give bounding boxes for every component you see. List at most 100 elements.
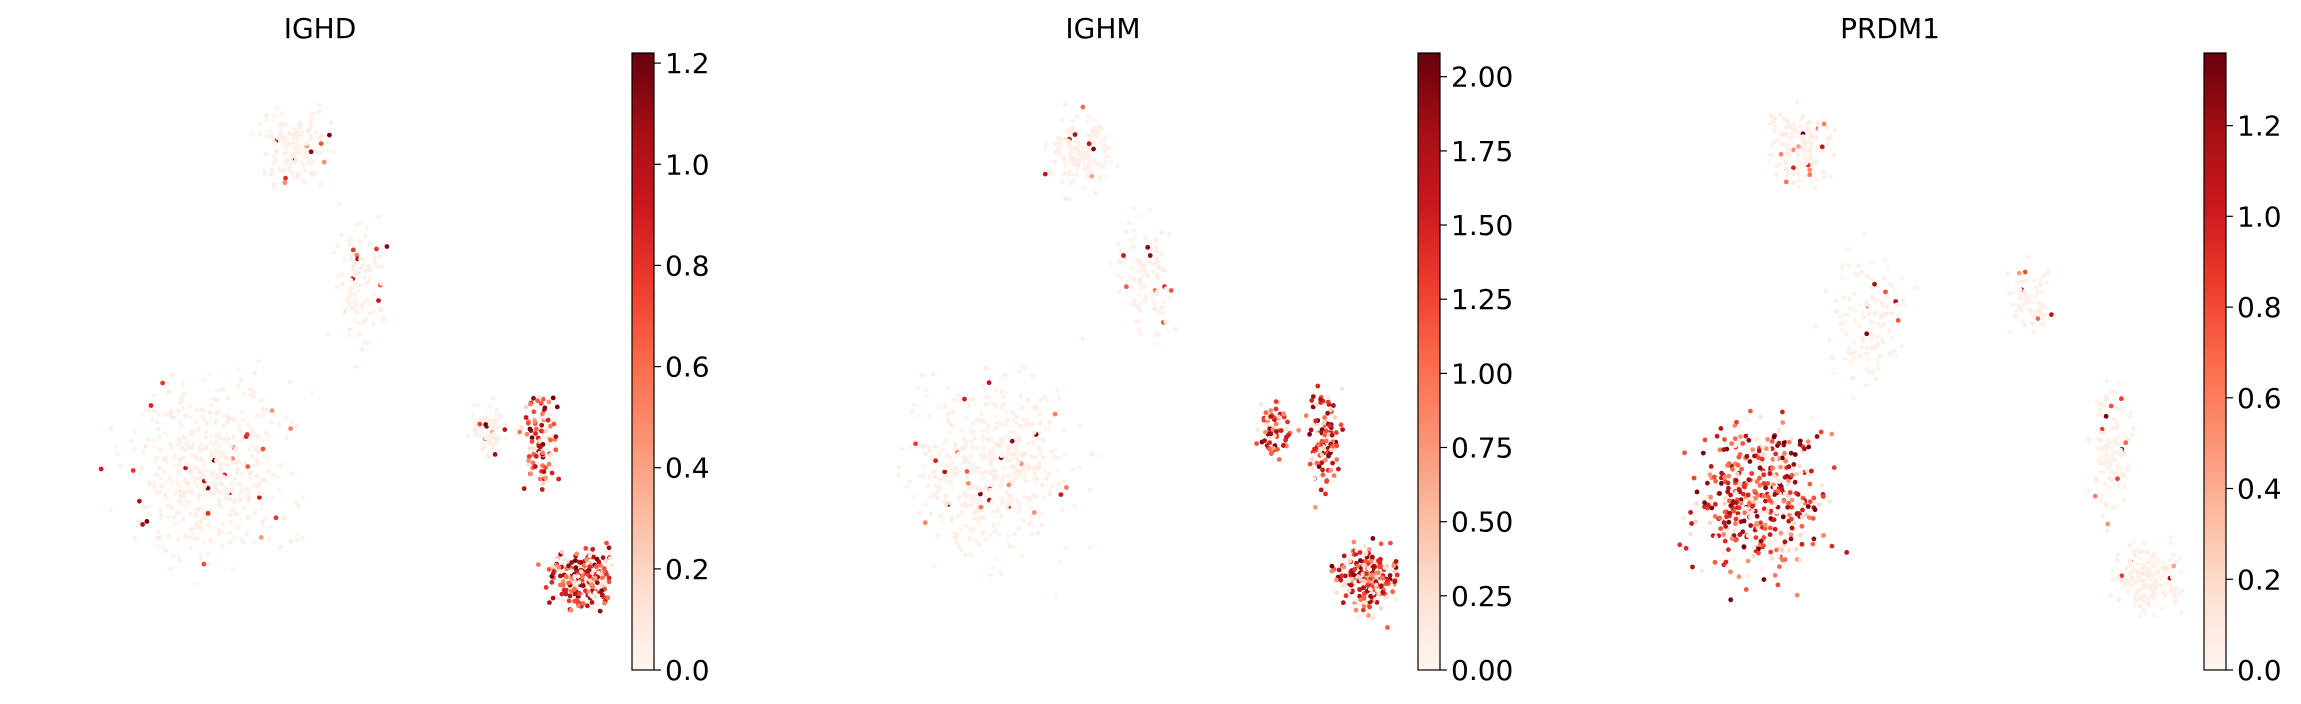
cell-point [259, 520, 265, 525]
cell-point [1363, 558, 1369, 564]
cell-point [964, 469, 970, 474]
cell-point [1021, 417, 1026, 422]
cell-point [204, 421, 210, 426]
cell-point [2168, 535, 2174, 540]
cell-point [2104, 452, 2109, 458]
cell-point [971, 434, 977, 439]
cell-point [540, 442, 546, 447]
cell-point [1807, 167, 1813, 173]
cell-point [1794, 592, 1800, 598]
cell-point [255, 457, 260, 463]
cell-point [1153, 244, 1159, 249]
cell-point [2154, 585, 2159, 591]
cell-point [1060, 507, 1065, 513]
cell-point [474, 423, 479, 428]
cell-point [1683, 545, 1689, 551]
cell-point [2151, 572, 2156, 577]
cell-point [1018, 394, 1023, 399]
cell-point [1712, 474, 1717, 480]
cell-point [1366, 566, 1371, 571]
cell-point [1709, 505, 1715, 511]
cell-point [2159, 583, 2164, 588]
cell-point [1769, 556, 1775, 561]
cell-point [1802, 150, 1807, 155]
cell-point [251, 482, 257, 488]
cell-point [2131, 539, 2137, 545]
cell-point [188, 465, 194, 470]
cell-point [228, 530, 233, 536]
cell-point [1712, 514, 1718, 519]
cell-point [1353, 607, 1359, 613]
cell-point [1081, 144, 1086, 150]
cell-point [1159, 230, 1164, 235]
cell-point [1016, 506, 1021, 511]
cell-point [1351, 572, 1357, 578]
cell-point [2168, 540, 2173, 546]
cell-point [2103, 413, 2109, 419]
cell-point [1850, 376, 1855, 381]
cell-point [236, 423, 242, 428]
cell-point [325, 148, 331, 153]
cell-point [1062, 102, 1068, 107]
cell-point [1899, 275, 1905, 281]
cell-point [1758, 415, 1763, 420]
cell-point [1118, 260, 1123, 266]
cell-point [1366, 613, 1371, 618]
cell-point [1718, 526, 1724, 531]
cell-point [915, 385, 920, 390]
cell-point [186, 534, 191, 540]
cell-point [946, 418, 951, 424]
cell-point [2098, 469, 2104, 474]
cell-point [2026, 308, 2031, 313]
cell-point [1846, 246, 1851, 251]
cell-point [947, 500, 952, 505]
cell-point [1318, 447, 1323, 452]
cell-point [990, 565, 995, 570]
cell-point [1784, 145, 1789, 150]
cell-point [1348, 582, 1354, 588]
cell-point [945, 411, 951, 416]
cell-point [591, 554, 596, 560]
cell-point [277, 122, 283, 128]
cell-point [2115, 380, 2120, 385]
cell-point [1371, 563, 1377, 569]
cell-point [206, 551, 211, 557]
cell-point [281, 169, 286, 174]
cell-point [217, 432, 223, 437]
cell-point [1868, 370, 1874, 375]
cell-point [302, 148, 308, 153]
cell-point [1283, 437, 1288, 443]
cell-point [308, 125, 313, 130]
cell-point [1362, 611, 1368, 617]
cell-point [517, 429, 523, 435]
cell-point [1080, 104, 1086, 110]
cell-point [1328, 468, 1334, 473]
cell-point [2177, 556, 2182, 561]
cell-point [1143, 294, 1149, 300]
cell-point [988, 471, 993, 476]
cell-point [180, 381, 185, 387]
cell-point [263, 516, 268, 521]
cell-point [1360, 571, 1365, 576]
cell-point [1129, 266, 1135, 271]
cell-point [1754, 437, 1759, 442]
cell-point [1087, 487, 1093, 493]
cell-point [208, 416, 213, 421]
cell-point [188, 415, 193, 421]
cell-point [546, 567, 552, 572]
cell-point [203, 514, 208, 519]
cell-point [928, 511, 933, 516]
cell-point [248, 132, 254, 137]
cell-point [1052, 411, 1058, 417]
cell-point [372, 257, 377, 262]
cell-point [317, 150, 323, 156]
cell-point [2106, 475, 2112, 481]
cell-point [1090, 134, 1095, 139]
cell-point [2140, 571, 2145, 576]
cell-point [306, 158, 312, 164]
cell-point [1378, 583, 1384, 589]
cell-point [197, 524, 202, 530]
cell-point [2096, 445, 2101, 451]
cell-point [2044, 280, 2049, 285]
cell-point [1756, 550, 1761, 556]
